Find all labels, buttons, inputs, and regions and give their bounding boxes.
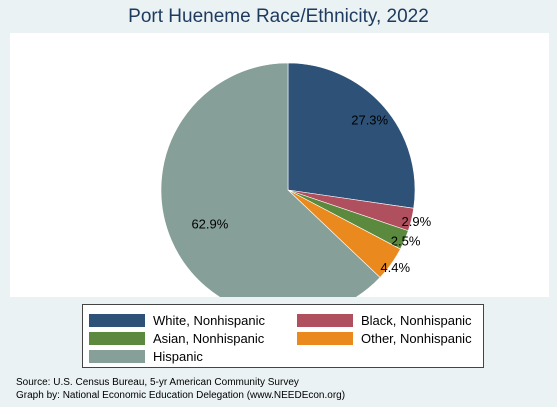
pie-slice-hispanic — [160, 62, 381, 297]
legend-item-hispanic: Hispanic — [89, 349, 203, 364]
legend-item-white: White, Nonhispanic — [89, 313, 265, 328]
legend-label-black: Black, Nonhispanic — [361, 313, 472, 328]
pie-chart: 27.3% 2.9% 2.5% 4.4% 62.9% — [160, 62, 432, 297]
pie-label-white: 27.3% — [351, 112, 388, 127]
pie-slice-white — [287, 62, 416, 209]
legend-label-hispanic: Hispanic — [153, 349, 203, 364]
legend-swatch-other — [297, 332, 353, 345]
legend: White, Nonhispanic Black, Nonhispanic As… — [82, 304, 484, 368]
legend-label-asian: Asian, Nonhispanic — [153, 331, 265, 346]
legend-swatch-asian — [89, 332, 145, 345]
legend-item-other: Other, Nonhispanic — [297, 331, 472, 346]
graph-credit: Graph by: National Economic Education De… — [16, 390, 346, 401]
pie-label-black: 2.9% — [402, 214, 432, 229]
pie-label-hispanic: 62.9% — [191, 217, 228, 232]
legend-swatch-black — [297, 314, 353, 327]
source-note: Source: U.S. Census Bureau, 5-yr America… — [16, 377, 299, 388]
pie-label-other: 4.4% — [380, 260, 410, 275]
pie-label-asian: 2.5% — [391, 233, 421, 248]
chart-title: Port Hueneme Race/Ethnicity, 2022 — [128, 6, 429, 27]
plot-area: 27.3% 2.9% 2.5% 4.4% 62.9% — [10, 33, 549, 297]
legend-swatch-hispanic — [89, 350, 145, 363]
legend-label-white: White, Nonhispanic — [153, 313, 265, 328]
legend-label-other: Other, Nonhispanic — [361, 331, 472, 346]
legend-swatch-white — [89, 314, 145, 327]
legend-item-black: Black, Nonhispanic — [297, 313, 472, 328]
legend-item-asian: Asian, Nonhispanic — [89, 331, 264, 346]
